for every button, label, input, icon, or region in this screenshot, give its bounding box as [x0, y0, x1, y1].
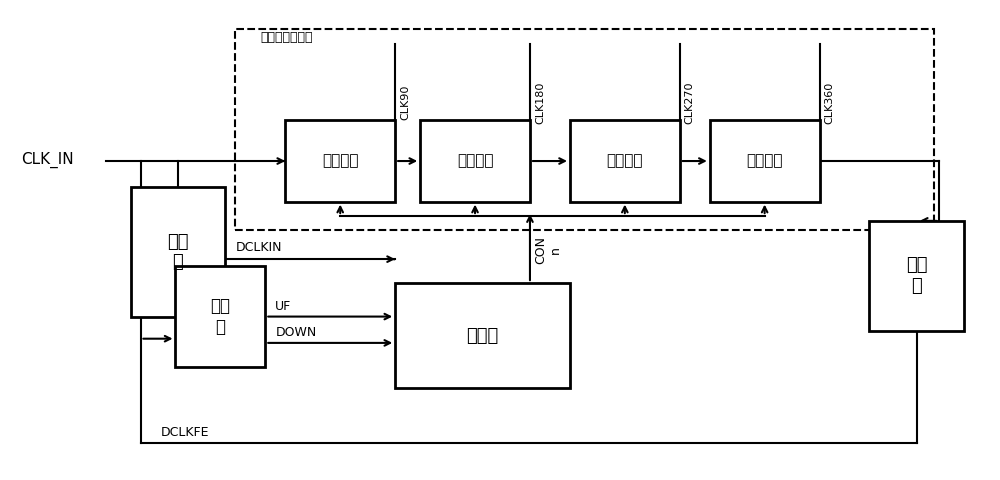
Text: CLK180: CLK180	[535, 81, 545, 123]
Bar	[420, 120, 530, 202]
Text: 数字控制延时链: 数字控制延时链	[260, 31, 313, 44]
Text: 延时单元: 延时单元	[607, 154, 643, 168]
Text: CLK_IN: CLK_IN	[21, 152, 73, 168]
Text: 分频
器: 分频 器	[906, 256, 928, 295]
Text: DOWN: DOWN	[275, 326, 317, 339]
Text: DCLKFE: DCLKFE	[160, 426, 209, 439]
Bar	[869, 221, 964, 331]
Text: 延时单元: 延时单元	[457, 154, 493, 168]
Text: 鉴相
器: 鉴相 器	[210, 297, 230, 336]
Text: CLK360: CLK360	[825, 81, 835, 123]
Text: 延时单元: 延时单元	[322, 154, 358, 168]
Text: DCLKIN: DCLKIN	[235, 241, 282, 254]
Bar	[395, 283, 570, 388]
Bar	[570, 120, 680, 202]
Bar	[235, 29, 934, 230]
Bar	[131, 187, 225, 317]
Bar	[175, 266, 265, 367]
Bar	[710, 120, 820, 202]
Text: CLK270: CLK270	[685, 81, 695, 124]
Bar	[285, 120, 395, 202]
Text: CON
n: CON n	[534, 236, 562, 264]
Text: CLK90: CLK90	[400, 84, 410, 120]
Text: UF: UF	[275, 300, 292, 313]
Text: 延时单元: 延时单元	[746, 154, 783, 168]
Text: 分频
器: 分频 器	[167, 233, 189, 271]
Text: 计数器: 计数器	[466, 327, 499, 345]
